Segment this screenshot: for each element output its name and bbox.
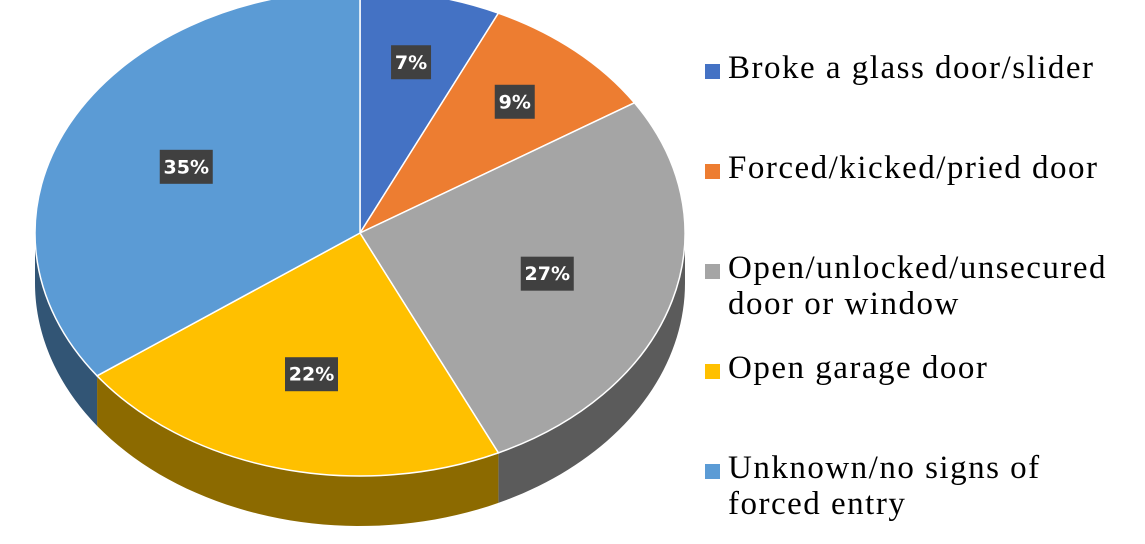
legend-item: Forced/kicked/pried door: [705, 150, 1143, 186]
legend-label: Open garage door: [728, 350, 989, 386]
data-label: 22%: [289, 364, 334, 386]
slice: [357, 12, 636, 235]
legend-item: Broke a glass door/slider: [705, 50, 1143, 86]
data-label: 7%: [395, 52, 427, 74]
legend: Broke a glass door/slider Forced/kicked/p…: [705, 0, 1145, 544]
slice: [95, 232, 500, 477]
chart: 7% 9% 27% 22% 35%: [34, 0, 686, 526]
slice: [34, 0, 361, 377]
legend-swatch: [705, 364, 720, 379]
slice-side: [97, 375, 499, 526]
data-label-box: [159, 149, 213, 184]
legend-item: Open garage door: [705, 350, 1143, 386]
slice-side: [35, 233, 98, 426]
data-label: 9%: [499, 91, 531, 113]
legend-label: Open/unlocked/unsecured door or window: [728, 250, 1108, 322]
legend-swatch: [705, 464, 720, 479]
legend-swatch: [705, 64, 720, 79]
legend-swatch: [705, 264, 720, 279]
data-label: 27%: [525, 263, 570, 285]
data-label-box: [285, 357, 339, 392]
data-label-box: [391, 45, 432, 80]
data-label: 35%: [164, 156, 209, 178]
legend-label: Forced/kicked/pried door: [728, 150, 1099, 186]
legend-swatch: [705, 164, 720, 179]
legend-item: Unknown/no signs of forced entry: [705, 450, 1143, 522]
legend-item: Open/unlocked/unsecured door or window: [705, 250, 1143, 322]
legend-label: Broke a glass door/slider: [728, 50, 1095, 86]
data-label-box: [520, 256, 574, 291]
legend-label: Unknown/no signs of forced entry: [728, 450, 1041, 522]
slice-side: [498, 233, 685, 503]
data-label-box: [494, 84, 535, 119]
